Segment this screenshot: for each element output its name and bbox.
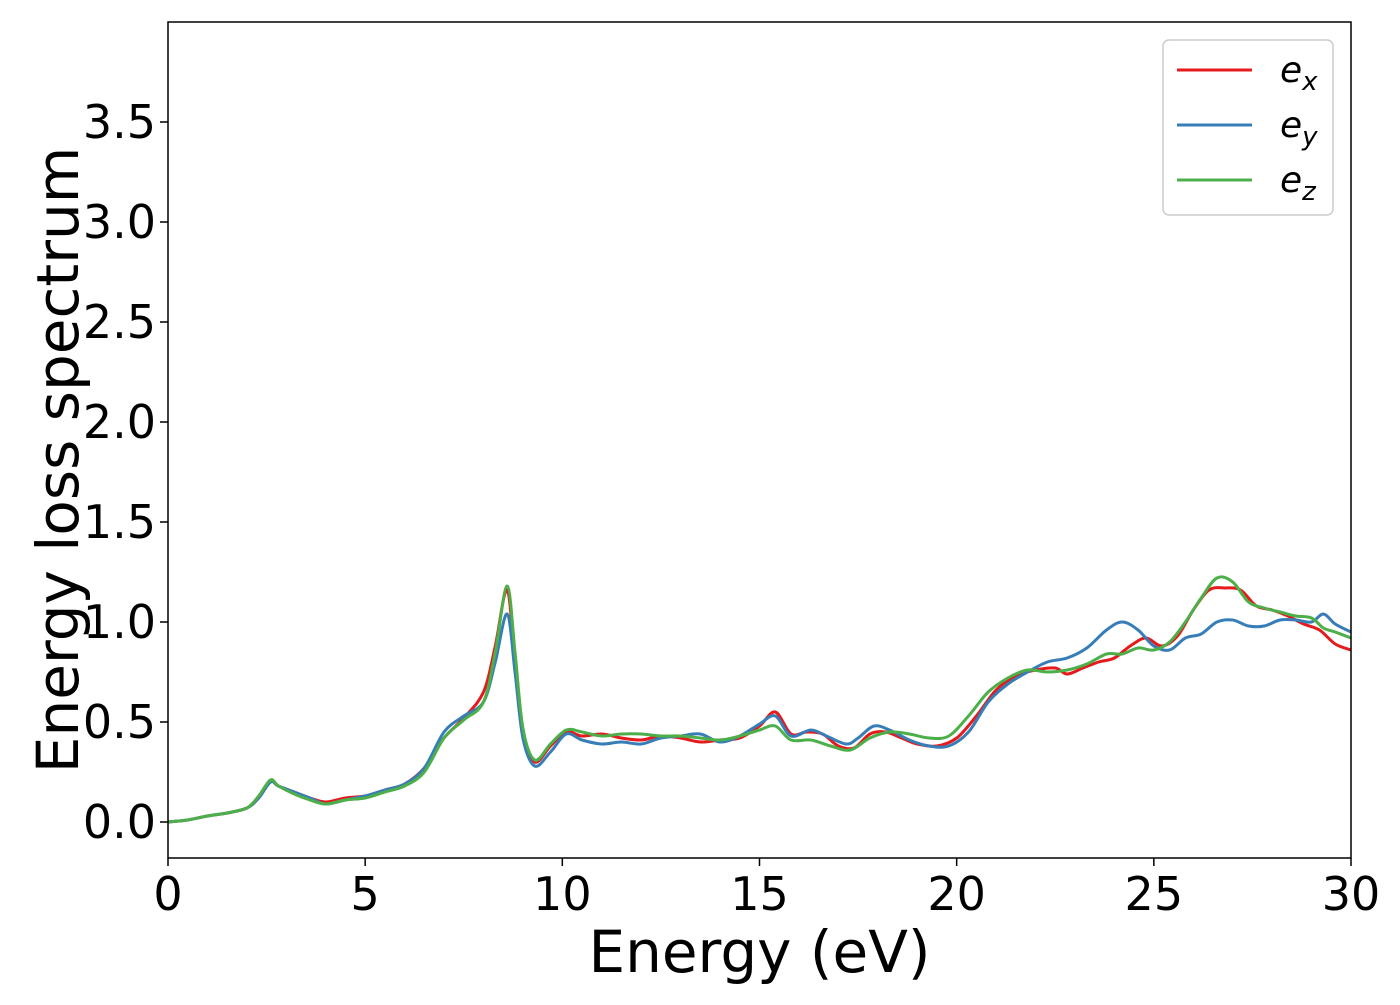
series-line-ez [168,575,1351,824]
legend-box [1162,39,1334,216]
x-axis-label: Energy (eV) [588,918,930,986]
series-line-ex [168,586,1351,824]
y-tick-label: 3.0 [83,195,156,249]
x-tick-label: 25 [1125,867,1184,921]
y-axis-label: Energy loss spectrum [24,147,92,773]
legend-label-ey: ey [1280,105,1318,152]
y-tick-label: 2.0 [83,395,156,449]
legend-label-ex: ex [1280,50,1318,97]
y-tick-label: 2.5 [83,295,156,349]
x-tick-label: 30 [1322,867,1381,921]
series-layer [168,575,1351,824]
y-tick-label: 0.5 [83,695,156,749]
series-line-ey [168,612,1351,824]
x-tick-label: 10 [533,867,592,921]
x-tick-label: 15 [730,867,789,921]
y-tick-label: 1.5 [83,495,156,549]
y-tick-label: 1.0 [83,595,156,649]
x-tick-label: 20 [927,867,986,921]
x-tick-label: 0 [153,867,182,921]
x-tick-label: 5 [351,867,380,921]
y-tick-label: 3.5 [83,95,156,149]
y-tick-label: 0.0 [83,795,156,849]
tick-layer: 0 5 10 15 20 25 30 0.0 0.5 1.0 1.5 2.0 2.5 3.0 3.5 [83,95,1380,921]
